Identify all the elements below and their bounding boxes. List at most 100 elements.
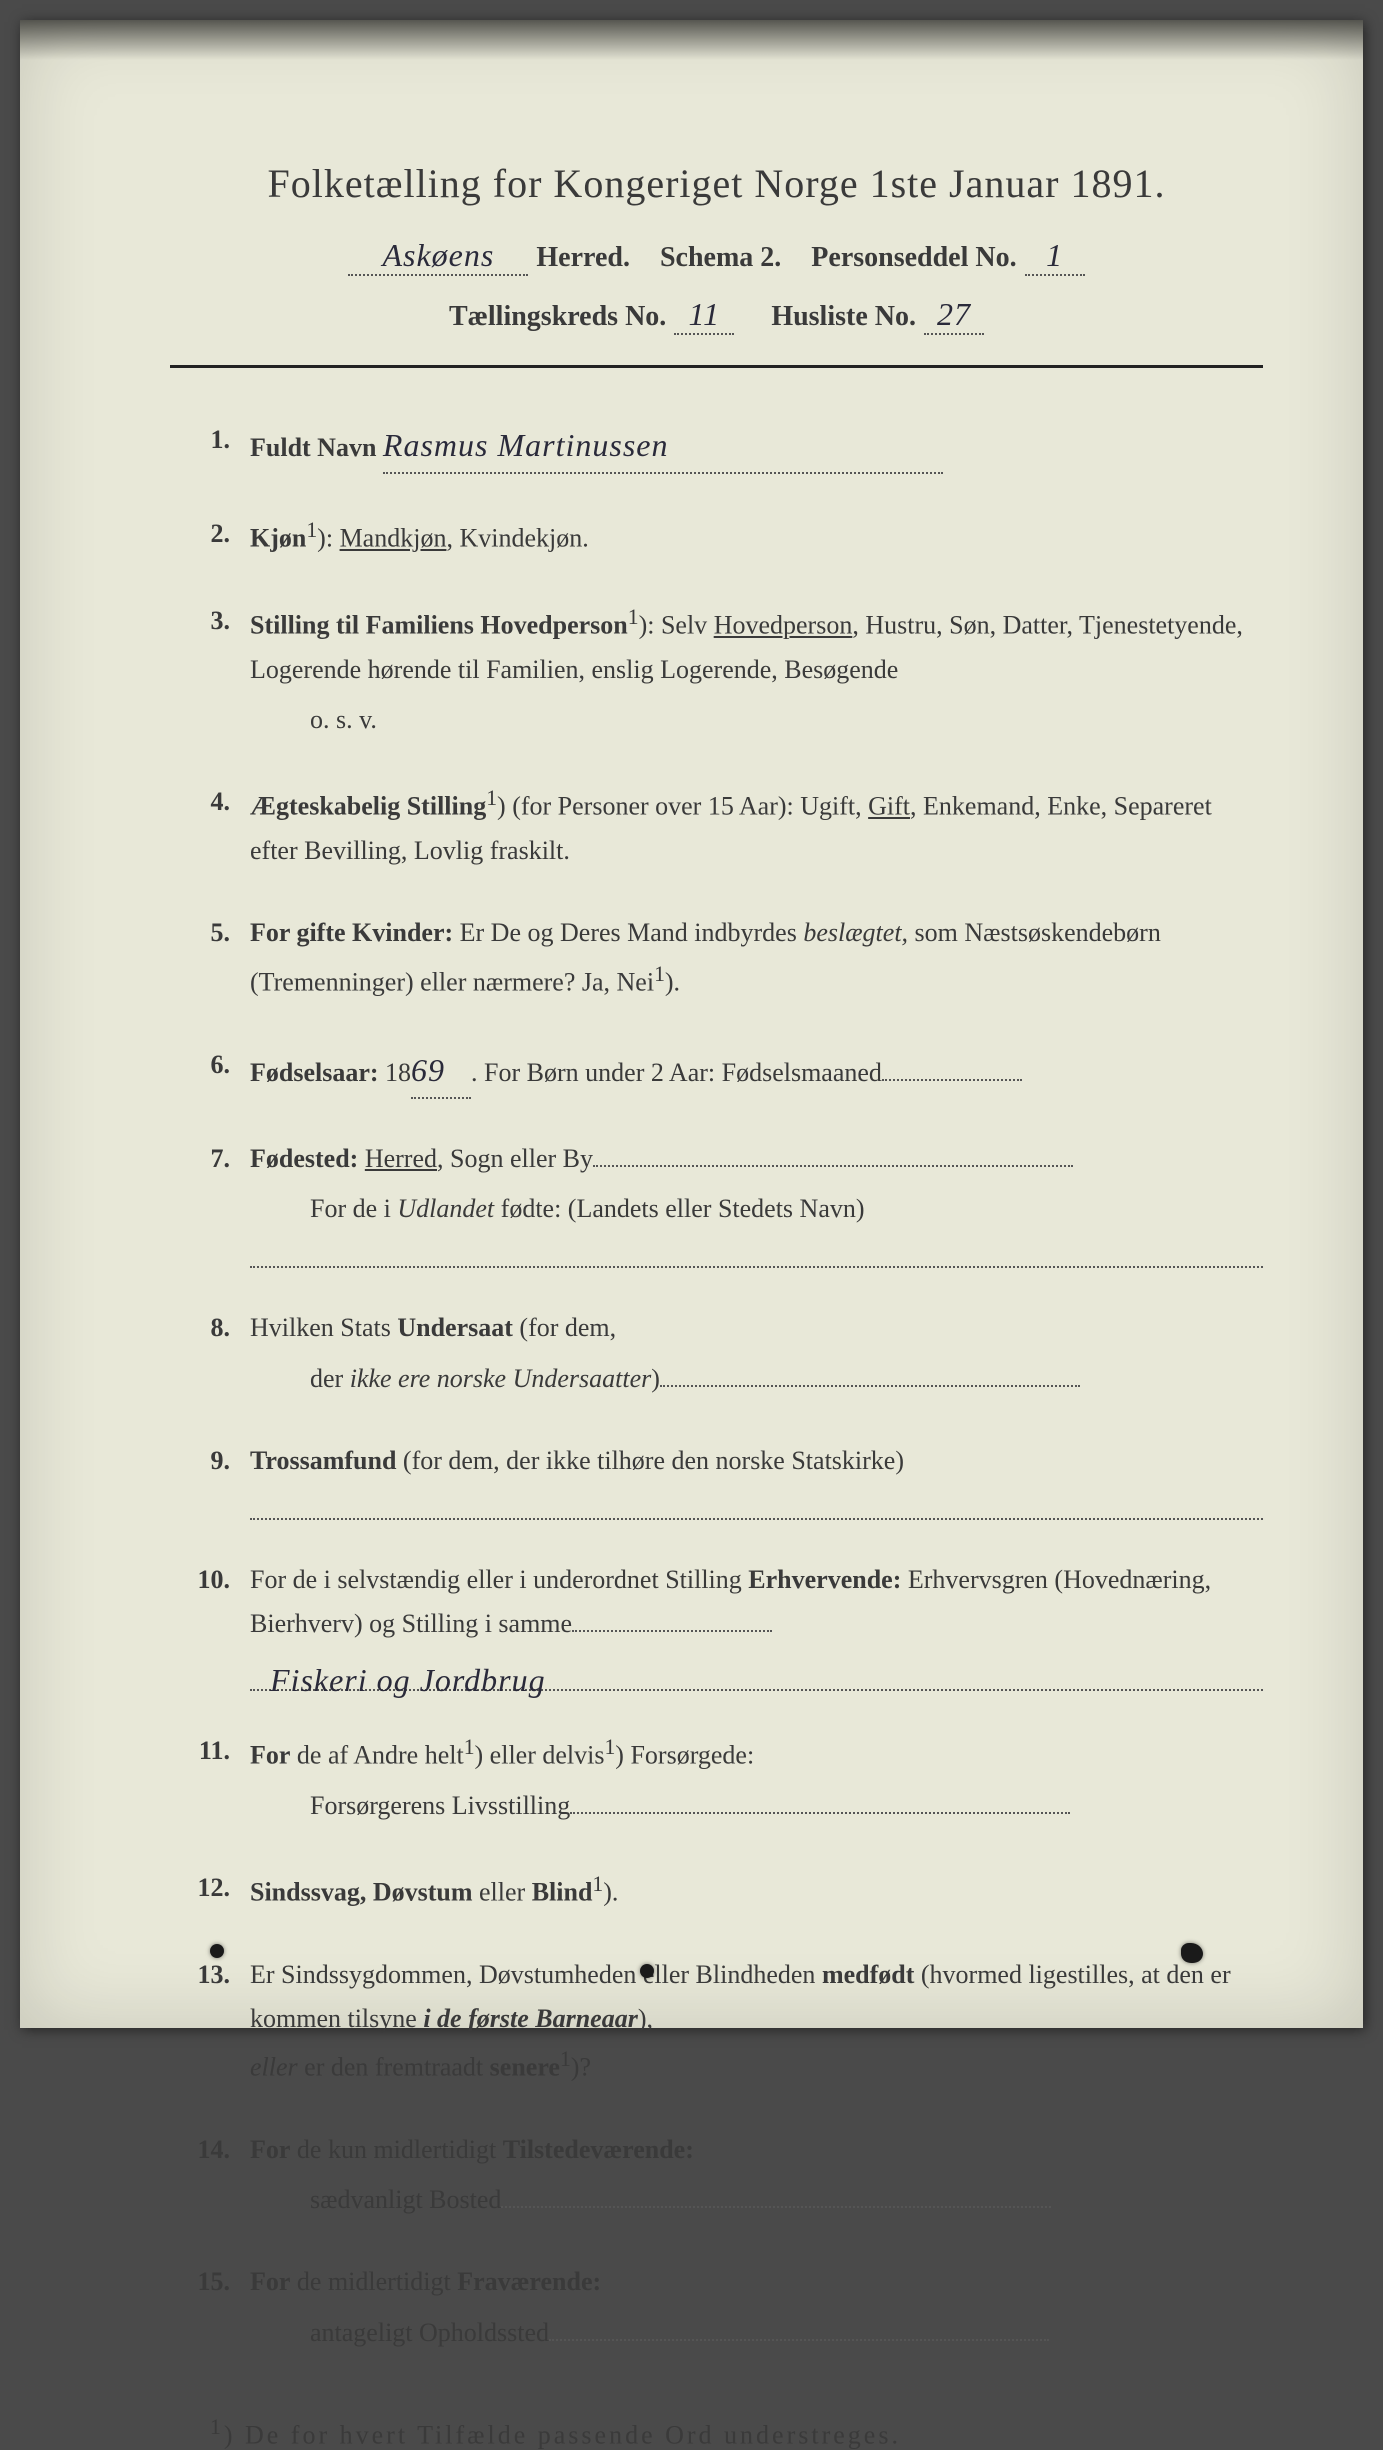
text: ). — [665, 967, 680, 996]
item-content: For de midlertidigt Fraværende: antageli… — [250, 2260, 1263, 2354]
birthplace-blank — [593, 1165, 1073, 1167]
footnote-ref: 1 — [592, 1872, 603, 1896]
extra-text: o. s. v. — [250, 698, 1263, 742]
field-label: Fødselsaar: — [250, 1058, 379, 1087]
item-num: 6. — [190, 1043, 250, 1099]
selected-option: Mandkjøn — [340, 524, 447, 553]
item-num: 4. — [190, 780, 250, 873]
footnote-text: ) De for hvert Tilfælde passende Ord und… — [224, 2420, 901, 2449]
text: ) Forsørgede: — [615, 1741, 754, 1770]
item-num: 13. — [190, 1953, 250, 2090]
text: de midlertidigt — [290, 2267, 457, 2296]
field-label: For gifte Kvinder: — [250, 918, 453, 947]
text: antageligt Opholdssted — [310, 2318, 549, 2347]
field-label: senere — [490, 2053, 560, 2082]
text: For de i — [310, 1194, 397, 1223]
text: ): — [317, 524, 339, 553]
italic-text: i de første Barneaar — [423, 2004, 638, 2033]
text: 18 — [379, 1058, 412, 1087]
item-14: 14. For de kun midlertidigt Tilstedevære… — [190, 2128, 1263, 2222]
item-content: Fuldt Navn Rasmus Martinussen — [250, 418, 1263, 474]
birthmonth-blank — [882, 1079, 1022, 1081]
text: Er Sindssygdommen, Døvstumheden eller Bl… — [250, 1960, 822, 1989]
footnote-ref: 1 — [560, 2047, 571, 2071]
footnote-ref: 1 — [306, 518, 317, 542]
item-content: Er Sindssygdommen, Døvstumheden eller Bl… — [250, 1953, 1263, 2090]
item-content: For gifte Kvinder: Er De og Deres Mand i… — [250, 911, 1263, 1004]
field-label: Undersaat — [397, 1313, 513, 1342]
item-11: 11. For de af Andre helt1) eller delvis1… — [190, 1729, 1263, 1828]
blank-line — [250, 1489, 1263, 1520]
field-label: Blind — [532, 1878, 593, 1907]
italic-text: ikke ere norske Undersaatter — [350, 1364, 652, 1393]
form-items: 1. Fuldt Navn Rasmus Martinussen 2. Kjøn… — [170, 418, 1263, 2355]
item-num: 9. — [190, 1439, 250, 1520]
text: sædvanligt Bosted — [310, 2185, 501, 2214]
item-content: Fødselsaar: 1869. For Børn under 2 Aar: … — [250, 1043, 1263, 1099]
item-num: 1. — [190, 418, 250, 474]
field-label: For — [250, 2135, 290, 2164]
item-content: For de kun midlertidigt Tilstedeværende:… — [250, 2128, 1263, 2222]
item-num: 2. — [190, 512, 250, 561]
item-content: Trossamfund (for dem, der ikke tilhøre d… — [250, 1439, 1263, 1520]
text: Hvilken Stats — [250, 1313, 397, 1342]
item-13: 13. Er Sindssygdommen, Døvstumheden elle… — [190, 1953, 1263, 2090]
punch-hole — [210, 1944, 224, 1958]
item-2: 2. Kjøn1): Mandkjøn, Kvindekjøn. — [190, 512, 1263, 561]
name-value: Rasmus Martinussen — [383, 418, 943, 474]
form-header: Folketælling for Kongeriget Norge 1ste J… — [170, 160, 1263, 335]
text: , Sogn eller By — [437, 1144, 593, 1173]
item-8: 8. Hvilken Stats Undersaat (for dem, der… — [190, 1306, 1263, 1400]
item-num: 5. — [190, 911, 250, 1004]
blank — [501, 2206, 1051, 2208]
item-10: 10. For de i selvstændig eller i underor… — [190, 1558, 1263, 1691]
blank — [572, 1630, 772, 1632]
item-4: 4. Ægteskabelig Stilling1) (for Personer… — [190, 780, 1263, 873]
footnote: 1) De for hvert Tilfælde passende Ord un… — [170, 2415, 1263, 2450]
field-label: Fraværende: — [457, 2267, 601, 2296]
text: de af Andre helt — [290, 1741, 463, 1770]
selected-option: Hovedperson — [714, 611, 853, 640]
census-form-page: Folketælling for Kongeriget Norge 1ste J… — [20, 20, 1363, 2028]
text: de kun midlertidigt — [290, 2135, 502, 2164]
form-title: Folketælling for Kongeriget Norge 1ste J… — [170, 160, 1263, 207]
subheader-line-2: Tællingskreds No. 11 Husliste No. 27 — [170, 296, 1263, 335]
text: ) eller delvis — [475, 1741, 605, 1770]
text: ): Selv — [639, 611, 714, 640]
field-label: medfødt — [822, 1960, 914, 1989]
personseddel-label: Personseddel No. — [811, 242, 1016, 274]
line2: For de i Udlandet fødte: (Landets eller … — [250, 1187, 1263, 1231]
text: ), — [638, 2004, 653, 2033]
line2: antageligt Opholdssted — [250, 2311, 1263, 2355]
blank — [570, 1812, 1070, 1814]
text: For de i selvstændig eller i underordnet… — [250, 1565, 748, 1594]
item-num: 3. — [190, 599, 250, 742]
field-label: Tilstedeværende: — [503, 2135, 694, 2164]
item-num: 7. — [190, 1137, 250, 1269]
text: )? — [571, 2053, 591, 2082]
blank — [660, 1385, 1080, 1387]
item-9: 9. Trossamfund (for dem, der ikke tilhør… — [190, 1439, 1263, 1520]
schema-label: Schema 2. — [660, 242, 781, 274]
field-label: Ægteskabelig Stilling — [250, 792, 486, 821]
item-15: 15. For de midlertidigt Fraværende: anta… — [190, 2260, 1263, 2354]
field-label: Fødested: — [250, 1144, 358, 1173]
text: ) (for Personer over 15 Aar): Ugift, — [497, 792, 868, 821]
herred-value: Askøens — [348, 237, 528, 276]
item-7: 7. Fødested: Herred, Sogn eller By For d… — [190, 1137, 1263, 1269]
text: er den fremtraadt — [298, 2053, 490, 2082]
item-content: Fødested: Herred, Sogn eller By For de i… — [250, 1137, 1263, 1269]
item-num: 14. — [190, 2128, 250, 2222]
birthyear-value: 69 — [411, 1043, 471, 1099]
field-label: Sindssvag, Døvstum — [250, 1878, 473, 1907]
personseddel-no: 1 — [1025, 237, 1085, 276]
field-label: For — [250, 2267, 290, 2296]
punch-hole — [640, 1964, 654, 1978]
item-content: For de i selvstændig eller i underordnet… — [250, 1558, 1263, 1691]
item-content: Stilling til Familiens Hovedperson1): Se… — [250, 599, 1263, 742]
field-label: For — [250, 1741, 290, 1770]
subheader-line-1: Askøens Herred. Schema 2. Personseddel N… — [170, 237, 1263, 276]
footnote-marker: 1 — [210, 2415, 224, 2439]
text: fødte: (Landets eller Stedets Navn) — [494, 1194, 864, 1223]
field-label: Stilling til Familiens Hovedperson — [250, 611, 628, 640]
